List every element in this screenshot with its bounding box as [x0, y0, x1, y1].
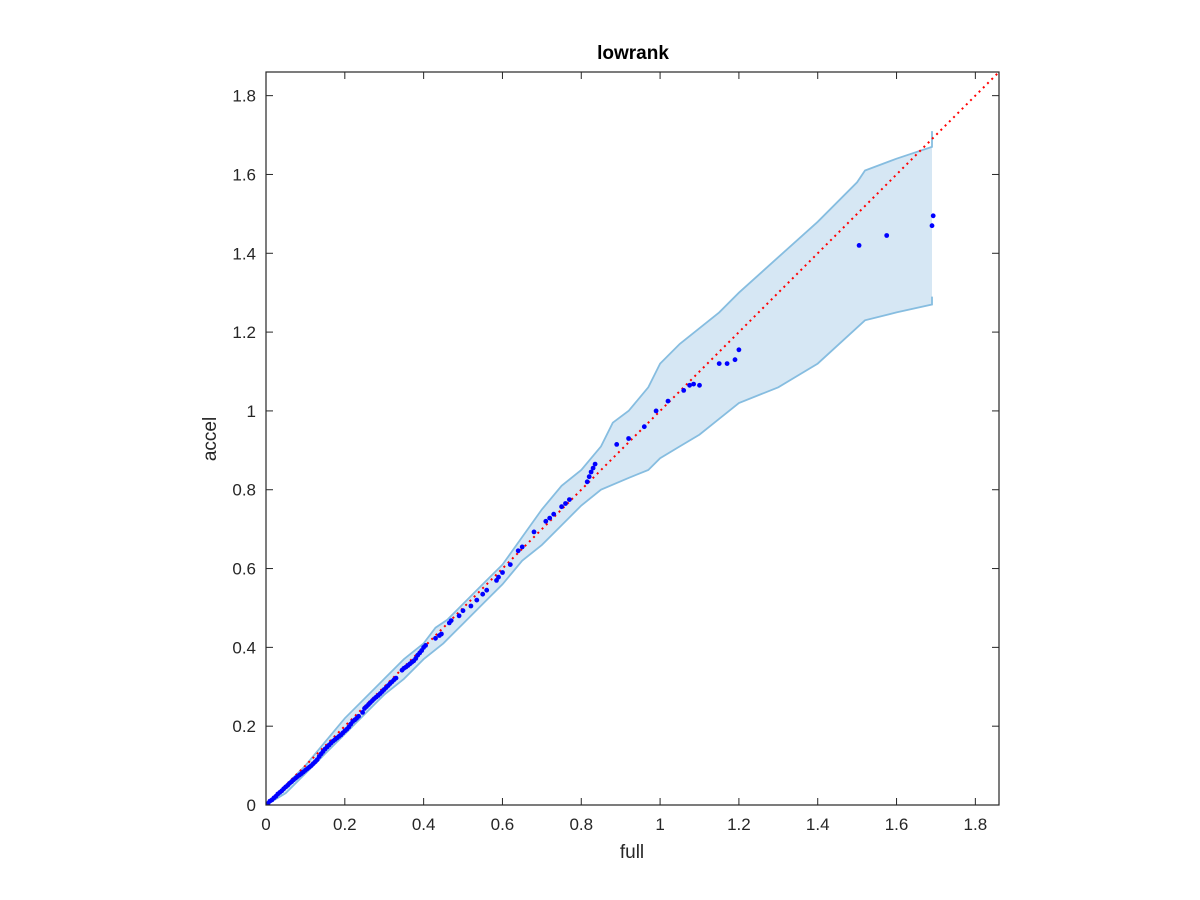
y-axis-label: accel [200, 417, 221, 461]
y-tick-label: 0.6 [232, 560, 256, 579]
data-point [456, 613, 462, 619]
data-point [543, 518, 549, 524]
data-point [559, 504, 564, 510]
data-point [653, 408, 659, 414]
data-point [393, 675, 399, 681]
y-tick-label: 1.6 [232, 165, 256, 184]
x-tick-label: 1.4 [806, 815, 830, 834]
data-point [551, 511, 557, 517]
plot-area [266, 72, 999, 805]
data-point [448, 618, 454, 623]
confidence-band [266, 131, 932, 805]
data-point [590, 465, 596, 471]
x-tick-label: 0 [261, 815, 270, 834]
data-point [691, 381, 696, 387]
data-point [484, 587, 490, 593]
chart-title: lowrank [597, 43, 669, 64]
x-tick-label: 0.6 [491, 815, 515, 834]
data-point [567, 497, 572, 502]
data-point [641, 424, 647, 430]
data-point [626, 436, 631, 441]
x-tick-label: 0.8 [569, 815, 593, 834]
data-point [480, 591, 486, 597]
data-point [507, 562, 513, 567]
data-point [547, 515, 553, 521]
data-point [563, 501, 568, 506]
x-axis-label: full [620, 842, 644, 863]
data-point [515, 548, 521, 554]
data-point [929, 223, 935, 229]
y-tick-label: 1.8 [232, 87, 256, 106]
data-point [519, 544, 525, 550]
y-tick-label: 1.4 [232, 244, 256, 263]
y-tick-label: 0 [247, 796, 256, 815]
x-tick-label: 1 [655, 815, 664, 834]
data-point [496, 574, 501, 580]
x-tick-label: 0.2 [333, 815, 357, 834]
data-point [856, 243, 862, 248]
y-tick-label: 1.2 [232, 323, 256, 342]
x-tick-label: 1.2 [727, 815, 751, 834]
data-point [716, 361, 722, 366]
data-point [930, 213, 936, 219]
y-tick-label: 0.2 [232, 717, 256, 736]
data-point [423, 643, 428, 648]
data-point [433, 635, 438, 641]
data-point [665, 398, 671, 404]
data-point [732, 357, 738, 363]
data-point [588, 469, 594, 475]
data-point [468, 603, 474, 609]
data-point [531, 529, 537, 535]
band-upper-edge [266, 131, 933, 805]
data-point [439, 631, 444, 637]
data-point [687, 382, 692, 388]
y-tick-label: 0.8 [232, 481, 256, 500]
y-axis: 0 0.2 0.4 0.6 0.8 1 1.2 1.4 1.6 1.8 [232, 87, 999, 815]
x-tick-label: 1.6 [885, 815, 909, 834]
data-point [584, 479, 590, 485]
data-point [592, 461, 598, 467]
x-axis: 0 0.2 0.4 0.6 0.8 1 1.2 1.4 1.6 1.8 [261, 72, 987, 834]
data-point [614, 442, 620, 447]
axes-box [265, 71, 1000, 806]
data-point [460, 608, 466, 614]
y-tick-label: 0.4 [232, 638, 256, 657]
data-point [884, 233, 890, 238]
data-point [724, 361, 730, 366]
data-point [586, 474, 592, 480]
data-point [697, 382, 702, 388]
data-point [681, 388, 687, 393]
x-tick-label: 0.4 [412, 815, 436, 834]
y-tick-label: 1 [247, 402, 256, 421]
x-tick-label: 1.8 [964, 815, 988, 834]
data-point [474, 597, 480, 603]
data-point [360, 710, 365, 715]
band-lower-edge [266, 296, 933, 805]
data-point [356, 713, 361, 719]
data-point [500, 570, 505, 575]
data-point [736, 347, 742, 353]
